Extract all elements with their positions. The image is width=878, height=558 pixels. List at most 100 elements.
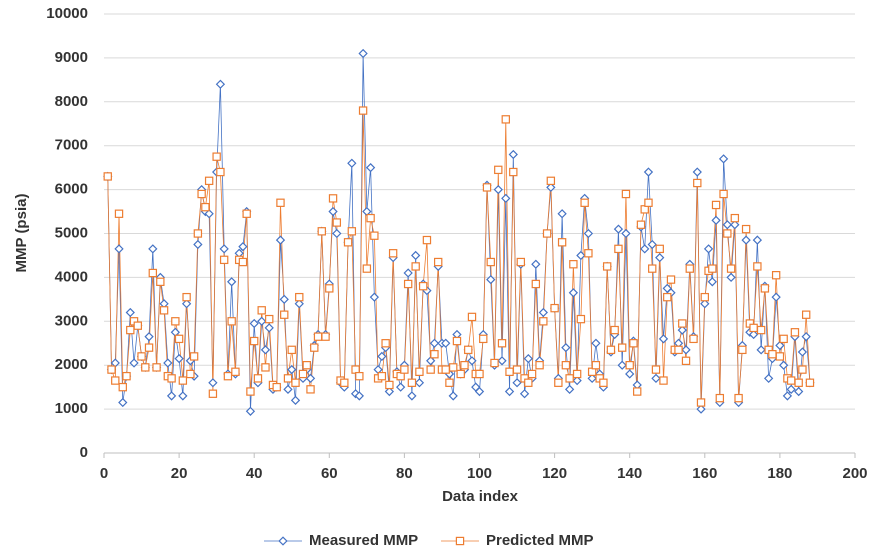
marker: [189, 352, 199, 361]
marker: [257, 316, 267, 326]
marker: [280, 310, 289, 319]
marker: [707, 277, 717, 287]
marker: [760, 284, 770, 293]
marker: [696, 398, 706, 407]
marker: [613, 224, 624, 234]
marker: [174, 334, 184, 344]
marker: [347, 227, 357, 236]
marker: [523, 353, 533, 364]
marker: [381, 339, 390, 348]
marker: [542, 229, 552, 238]
marker: [449, 363, 458, 372]
marker: [756, 325, 766, 335]
marker: [587, 373, 597, 384]
marker: [693, 178, 702, 188]
marker: [741, 235, 751, 245]
marker: [494, 165, 503, 175]
marker: [531, 259, 541, 269]
marker: [141, 363, 150, 372]
marker: [768, 350, 777, 359]
marker: [298, 369, 308, 379]
marker: [294, 299, 304, 309]
marker: [621, 228, 631, 239]
marker: [782, 391, 793, 401]
marker: [681, 356, 691, 366]
marker: [193, 239, 203, 250]
marker: [276, 198, 285, 207]
marker: [621, 189, 631, 199]
x-tick-label: 80: [396, 465, 413, 482]
series-line: [107, 110, 811, 403]
marker: [591, 361, 601, 370]
marker: [726, 272, 736, 283]
marker: [429, 338, 440, 348]
marker: [490, 358, 499, 368]
marker: [779, 334, 788, 344]
marker: [332, 218, 342, 227]
marker: [527, 369, 537, 379]
marker: [625, 369, 635, 379]
legend-marker: [455, 536, 465, 546]
marker: [395, 382, 406, 392]
marker: [400, 365, 409, 374]
marker: [666, 275, 676, 284]
marker: [580, 198, 589, 207]
marker: [118, 397, 128, 408]
marker: [557, 209, 567, 219]
marker: [370, 231, 379, 240]
marker: [512, 378, 522, 388]
marker: [369, 292, 380, 302]
marker: [181, 299, 192, 309]
marker: [798, 365, 807, 374]
marker: [606, 345, 616, 355]
marker: [550, 303, 559, 313]
marker: [306, 385, 315, 394]
marker: [685, 264, 694, 273]
marker: [572, 369, 582, 379]
marker: [174, 353, 184, 364]
marker: [377, 351, 387, 362]
marker: [219, 244, 229, 254]
x-tick-label: 140: [617, 465, 642, 482]
marker: [178, 391, 188, 401]
marker: [223, 371, 233, 381]
marker: [775, 340, 785, 351]
marker: [456, 369, 465, 379]
marker: [501, 115, 510, 124]
marker: [246, 387, 255, 396]
marker: [655, 252, 665, 263]
marker: [152, 363, 161, 372]
marker: [753, 262, 762, 271]
marker: [738, 345, 747, 355]
marker: [283, 374, 293, 383]
marker: [546, 182, 556, 193]
marker: [156, 277, 165, 286]
marker: [805, 378, 815, 387]
marker: [403, 268, 413, 278]
marker: [516, 257, 526, 267]
marker: [651, 365, 661, 374]
marker: [148, 268, 158, 278]
marker: [103, 172, 112, 181]
x-tick-label: 120: [542, 465, 567, 482]
marker: [647, 239, 657, 250]
marker: [291, 378, 300, 387]
marker: [260, 345, 271, 355]
marker: [467, 356, 477, 366]
y-tick-label: 6000: [55, 181, 88, 198]
marker: [321, 332, 330, 341]
marker: [692, 167, 702, 177]
marker: [576, 250, 586, 261]
y-tick-label: 3000: [55, 312, 88, 329]
marker: [486, 274, 496, 285]
marker: [287, 364, 297, 375]
marker: [264, 323, 274, 333]
y-tick-label: 8000: [55, 93, 88, 110]
marker: [643, 167, 654, 177]
marker: [723, 229, 732, 238]
marker: [599, 378, 608, 387]
y-tick-label: 5000: [55, 224, 88, 241]
marker: [411, 262, 420, 271]
marker: [193, 229, 203, 238]
marker: [250, 336, 259, 346]
